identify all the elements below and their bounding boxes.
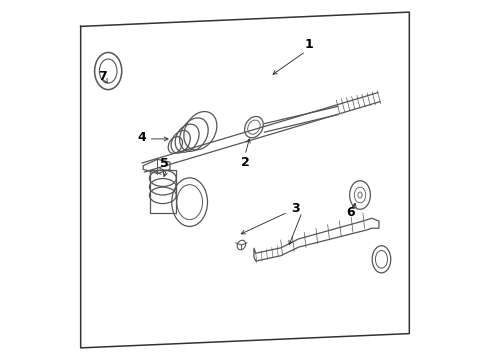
Text: 3: 3 xyxy=(291,202,299,215)
Text: 2: 2 xyxy=(241,156,249,168)
Text: 1: 1 xyxy=(305,38,314,51)
Text: 7: 7 xyxy=(98,70,106,83)
Text: 5: 5 xyxy=(160,157,169,170)
Text: 6: 6 xyxy=(346,206,355,219)
Text: 4: 4 xyxy=(137,131,146,144)
